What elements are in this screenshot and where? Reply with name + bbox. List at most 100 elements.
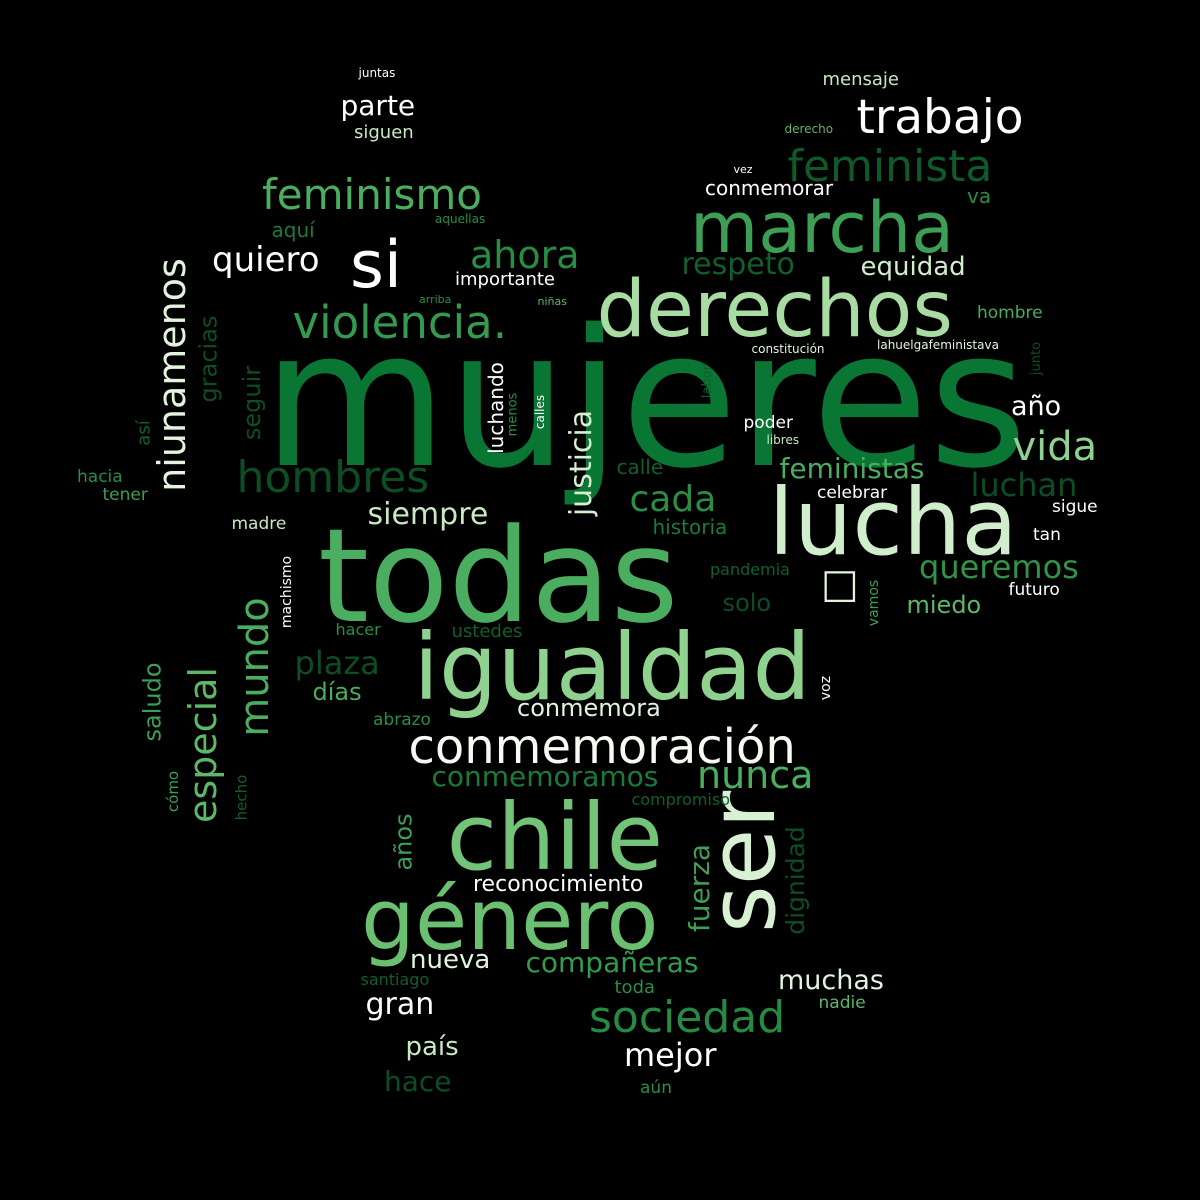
word-22: sociedad	[589, 992, 786, 1043]
word-83: junto	[1028, 341, 1044, 375]
word-43: conmemora	[517, 694, 661, 722]
word-31: respeto	[681, 247, 795, 282]
word-36: conmemoramos	[431, 760, 659, 793]
word-25: plaza	[294, 644, 380, 682]
word-30: justicia	[564, 409, 600, 517]
word-90: nadie	[818, 992, 866, 1013]
word-84: menos	[505, 392, 521, 436]
word-20: ahora	[470, 233, 580, 277]
word-10: si	[350, 227, 402, 303]
word-26: cada	[629, 479, 717, 520]
word-56: conmemorar	[705, 176, 834, 200]
word-8: derechos	[596, 265, 954, 355]
word-70: hacia	[77, 466, 123, 487]
word-89: toda	[614, 977, 656, 998]
word-73: madre	[231, 513, 287, 534]
word-48: miedo	[906, 591, 982, 619]
word-52: seguir	[238, 365, 267, 441]
word-38: dignidad	[780, 825, 810, 935]
word-76: ustedes	[451, 621, 523, 642]
word-91: aún	[640, 1077, 672, 1098]
word-50: años	[389, 813, 418, 871]
word-54: días	[312, 678, 362, 706]
word-27: siempre	[367, 497, 489, 532]
word-81: voz	[818, 675, 835, 701]
word-92: juntas	[358, 66, 396, 80]
word-55: luchando	[483, 362, 508, 454]
word-42: reconocimiento	[473, 872, 644, 897]
word-101: □	[821, 561, 859, 607]
word-18: mundo	[231, 597, 278, 737]
word-45: hace	[384, 1065, 452, 1098]
word-94: vez	[733, 162, 753, 176]
word-58: mensaje	[822, 69, 900, 90]
word-96: arriba	[419, 292, 452, 306]
word-57: importante	[455, 269, 556, 290]
word-9: marcha	[690, 187, 955, 269]
word-24: quiero	[212, 240, 320, 280]
word-69: futuro	[1008, 579, 1060, 600]
word-95: aquellas	[435, 212, 486, 226]
word-80: vamos	[866, 579, 883, 627]
word-15: conmemoración	[408, 719, 796, 775]
word-78: pandemia	[710, 560, 790, 579]
word-14: violencia.	[292, 295, 508, 349]
word-2: todas	[318, 500, 679, 652]
word-44: país	[405, 1032, 459, 1062]
word-74: machismo	[279, 555, 296, 629]
word-67: sigue	[1052, 496, 1098, 517]
word-34: compañeras	[525, 946, 699, 979]
word-53: saludo	[138, 662, 167, 742]
word-60: historia	[652, 515, 728, 539]
word-64: hombre	[977, 302, 1043, 323]
word-99: lahuelgafeministava	[877, 338, 999, 352]
word-3: lucha	[768, 469, 1018, 576]
word-97: niñas	[537, 294, 567, 308]
word-98: constitución	[751, 342, 825, 356]
word-7: género	[361, 870, 659, 970]
word-19: especial	[180, 667, 225, 823]
word-35: mejor	[624, 1036, 717, 1074]
word-71: tener	[102, 484, 148, 505]
word-12: feminista	[787, 141, 993, 192]
word-79: compromiso	[631, 790, 731, 809]
word-23: nunca	[697, 753, 814, 797]
word-11: trabajo	[856, 89, 1024, 145]
word-72: así	[133, 420, 155, 446]
word-82: labor	[699, 364, 715, 398]
word-1: mujeres	[262, 289, 1028, 510]
word-62: siguen	[354, 122, 414, 143]
word-29: luchan	[970, 466, 1078, 504]
word-65: poder	[743, 412, 793, 433]
word-16: niunamenos	[149, 258, 194, 492]
word-17: hombres	[236, 452, 430, 503]
word-86: cómo	[163, 770, 182, 812]
word-61: calle	[616, 455, 664, 479]
word-77: abrazo	[373, 709, 431, 730]
word-21: vida	[1012, 424, 1098, 470]
word-85: calles	[533, 394, 548, 430]
word-32: equidad	[860, 252, 966, 282]
word-13: feminismo	[262, 170, 482, 219]
word-68: tan	[1033, 524, 1061, 545]
word-5: chile	[446, 784, 664, 891]
word-49: solo	[722, 589, 772, 617]
word-51: gracias	[193, 315, 222, 403]
word-87: hecho	[232, 774, 251, 820]
word-75: hacer	[335, 620, 381, 639]
word-33: feministas	[779, 452, 925, 485]
word-37: fuerza	[683, 843, 717, 933]
word-41: nueva	[410, 945, 491, 975]
word-40: gran	[365, 987, 435, 1022]
word-63: aquí	[271, 218, 315, 242]
word-100: libres	[766, 433, 800, 447]
word-59: va	[967, 184, 992, 208]
word-4: igualdad	[413, 614, 811, 721]
word-88: santiago	[360, 970, 430, 989]
word-47: año	[1011, 390, 1062, 422]
word-66: celebrar	[817, 482, 888, 503]
word-28: queremos	[919, 548, 1079, 586]
word-39: muchas	[778, 964, 884, 996]
word-46: parte	[340, 89, 416, 122]
